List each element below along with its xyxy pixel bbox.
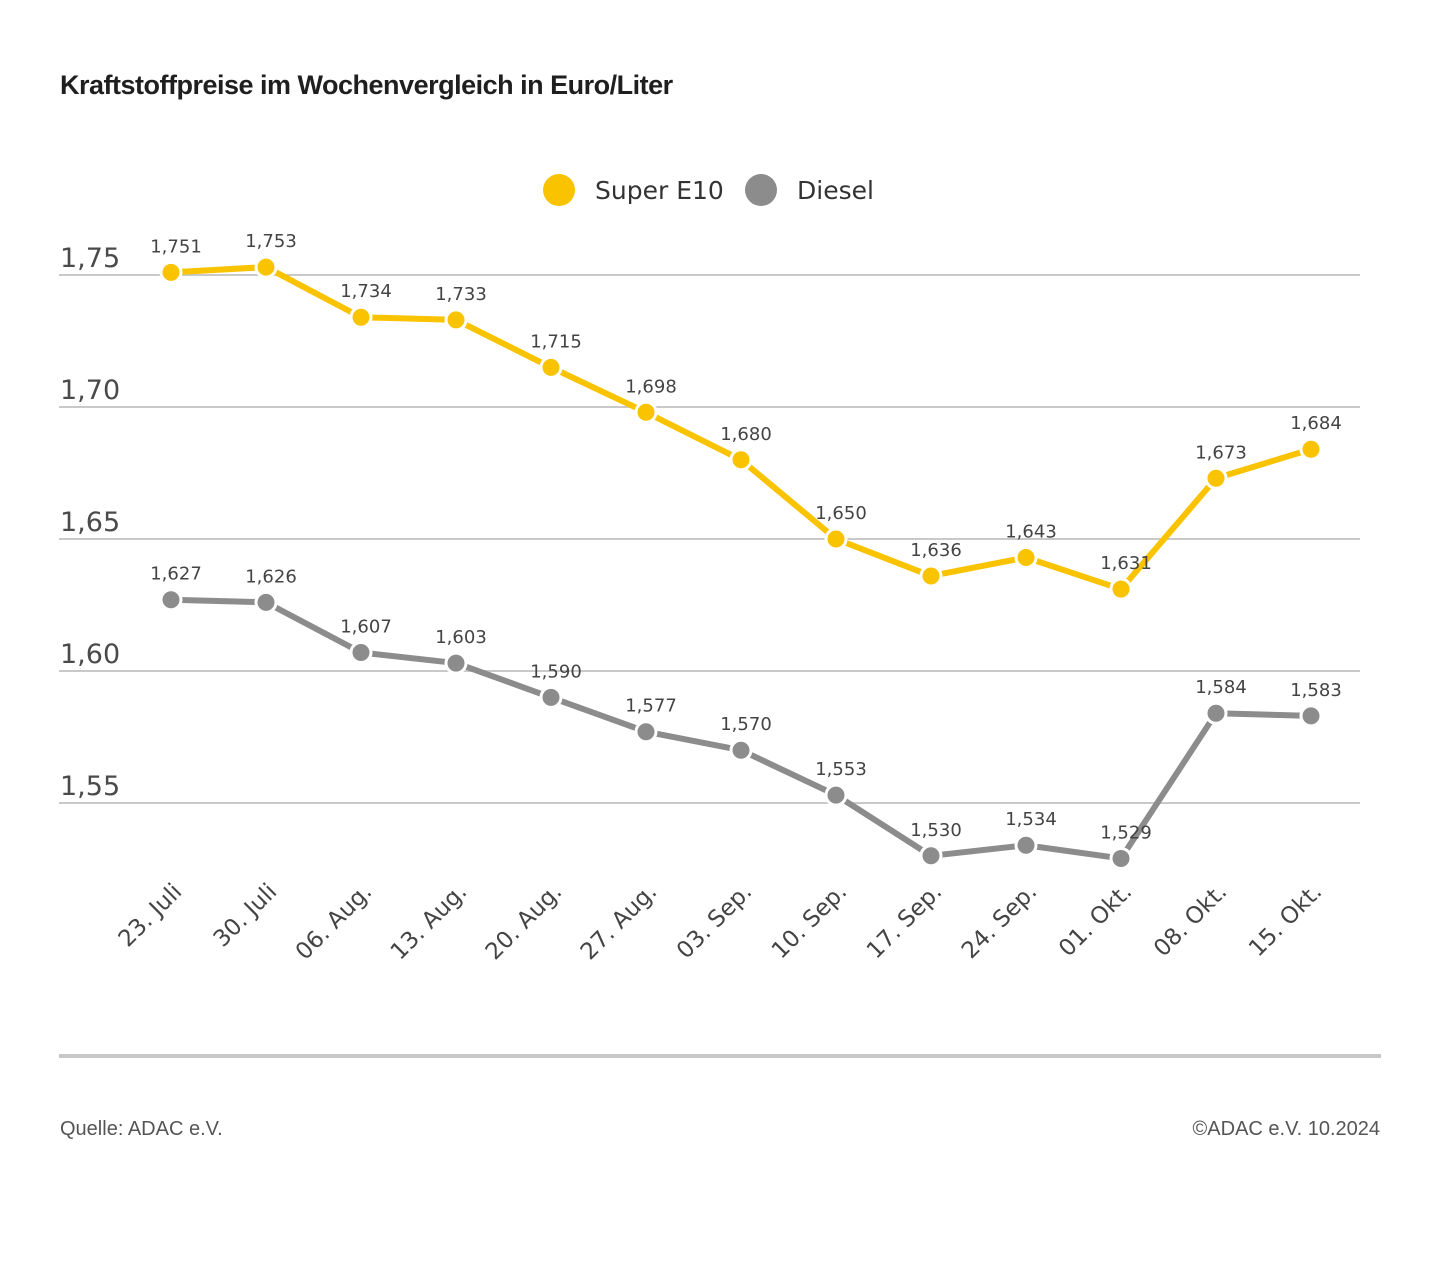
x-tick-label: 23. Juli	[114, 879, 188, 953]
legend-marker-diesel	[745, 174, 777, 206]
data-label-diesel: 1,583	[1290, 680, 1342, 701]
data-point-diesel	[919, 844, 943, 868]
data-label-diesel: 1,607	[340, 617, 392, 638]
data-point-super-e10	[634, 400, 658, 424]
data-label-diesel: 1,530	[910, 820, 962, 841]
data-label-diesel: 1,529	[1100, 822, 1152, 843]
data-point-super-e10	[1014, 545, 1038, 569]
data-label-diesel: 1,553	[815, 759, 867, 780]
data-point-diesel	[1299, 704, 1323, 728]
data-point-diesel	[729, 738, 753, 762]
data-point-super-e10	[254, 255, 278, 279]
data-point-diesel	[1014, 833, 1038, 857]
data-label-super-e10: 1,734	[340, 281, 392, 302]
y-tick-label: 1,60	[60, 639, 120, 670]
data-label-diesel: 1,590	[530, 661, 582, 682]
x-tick-label: 24. Sep.	[957, 879, 1042, 964]
data-label-super-e10: 1,650	[815, 503, 867, 524]
legend-label-diesel: Diesel	[797, 176, 874, 205]
x-tick-label: 17. Sep.	[862, 879, 947, 964]
x-tick-label: 01. Okt.	[1054, 879, 1137, 962]
data-label-super-e10: 1,715	[530, 331, 582, 352]
data-label-super-e10: 1,631	[1100, 553, 1152, 574]
data-label-super-e10: 1,643	[1005, 521, 1057, 542]
data-point-super-e10	[919, 564, 943, 588]
x-tick-label: 15. Okt.	[1244, 879, 1327, 962]
data-point-diesel	[444, 651, 468, 675]
x-tick-label: 10. Sep.	[767, 879, 852, 964]
x-tick-label: 13. Aug.	[386, 879, 472, 965]
y-axis-ticks: 1,75 1,70 1,65 1,60 1,55	[60, 243, 120, 802]
series-super-e10	[159, 255, 1323, 601]
data-label-diesel: 1,584	[1195, 677, 1247, 698]
copyright-note: ©ADAC e.V. 10.2024	[1192, 1118, 1380, 1140]
data-point-super-e10	[729, 448, 753, 472]
y-tick-label: 1,55	[60, 771, 120, 802]
data-point-super-e10	[539, 355, 563, 379]
data-point-super-e10	[1109, 577, 1133, 601]
data-label-diesel: 1,603	[435, 627, 487, 648]
data-label-super-e10: 1,680	[720, 424, 772, 445]
data-label-super-e10: 1,751	[150, 236, 202, 257]
data-label-diesel: 1,627	[150, 564, 202, 585]
data-point-diesel	[824, 783, 848, 807]
y-tick-label: 1,65	[60, 507, 120, 538]
data-point-super-e10	[159, 260, 183, 284]
data-label-super-e10: 1,753	[245, 231, 297, 252]
x-tick-label: 03. Sep.	[672, 879, 757, 964]
data-label-super-e10: 1,636	[910, 540, 962, 561]
series-layer	[159, 255, 1323, 870]
data-point-diesel	[634, 720, 658, 744]
legend-marker-super-e10	[543, 174, 575, 206]
data-label-diesel: 1,626	[245, 566, 297, 587]
data-point-super-e10	[824, 527, 848, 551]
data-point-super-e10	[349, 305, 373, 329]
data-point-diesel	[1109, 846, 1133, 870]
data-point-super-e10	[1299, 437, 1323, 461]
data-point-super-e10	[1204, 466, 1228, 490]
y-tick-label: 1,75	[60, 243, 120, 274]
legend-label-super-e10: Super E10	[595, 176, 724, 205]
data-labels: 1,751 1,753 1,734 1,733 1,715 1,698 1,680 1,650…	[150, 231, 1342, 843]
x-axis-ticks: 23. Juli 30. Juli 06. Aug. 13. Aug. 20. Aug.…	[114, 879, 1328, 965]
data-label-super-e10: 1,698	[625, 376, 677, 397]
data-label-super-e10: 1,673	[1195, 442, 1247, 463]
bottom-divider	[59, 1054, 1381, 1058]
y-tick-label: 1,70	[60, 375, 120, 406]
legend: Super E10 Diesel	[543, 174, 874, 206]
chart-title: Kraftstoffpreise im Wochenvergleich in E…	[60, 70, 673, 100]
x-tick-label: 30. Juli	[209, 879, 283, 953]
data-point-diesel	[539, 685, 563, 709]
data-label-diesel: 1,577	[625, 696, 677, 717]
data-point-diesel	[159, 588, 183, 612]
data-label-super-e10: 1,684	[1290, 413, 1342, 434]
x-tick-label: 27. Aug.	[576, 879, 662, 965]
source-note: Quelle: ADAC e.V.	[60, 1118, 223, 1140]
data-label-super-e10: 1,733	[435, 284, 487, 305]
data-point-diesel	[349, 641, 373, 665]
data-point-super-e10	[444, 308, 468, 332]
data-label-diesel: 1,534	[1005, 809, 1057, 830]
x-tick-label: 08. Okt.	[1149, 879, 1232, 962]
series-diesel	[159, 588, 1323, 870]
data-point-diesel	[254, 590, 278, 614]
x-tick-label: 06. Aug.	[291, 879, 377, 965]
x-tick-label: 20. Aug.	[481, 879, 567, 965]
data-label-diesel: 1,570	[720, 714, 772, 735]
data-point-diesel	[1204, 701, 1228, 725]
